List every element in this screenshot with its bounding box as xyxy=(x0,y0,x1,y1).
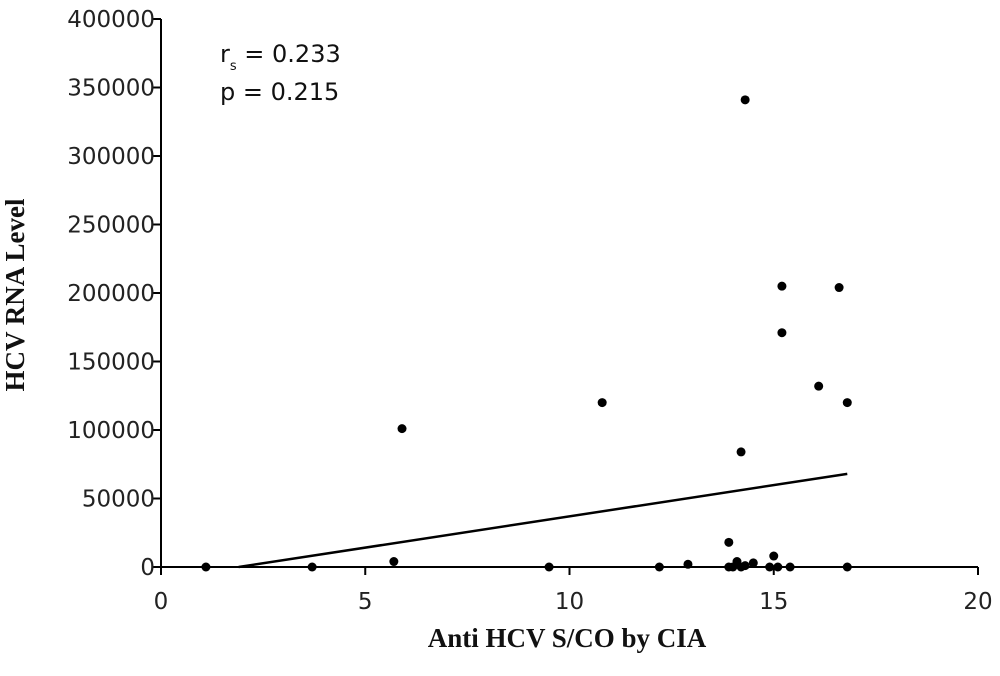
data-point xyxy=(683,559,693,569)
data-point xyxy=(769,551,779,561)
data-point xyxy=(736,447,746,457)
data-point xyxy=(724,537,734,547)
y-tick-label: 50000 xyxy=(82,487,155,513)
data-point xyxy=(842,562,852,572)
data-point xyxy=(748,558,758,568)
data-point xyxy=(814,381,824,391)
y-axis-title: HCV RNA Level xyxy=(0,198,30,391)
x-tick-label: 5 xyxy=(358,589,373,615)
data-point xyxy=(597,398,607,408)
data-point xyxy=(777,328,787,338)
data-point xyxy=(544,562,554,572)
trend-line-group xyxy=(238,472,848,569)
data-point xyxy=(773,562,783,572)
rs-annotation: rs = 0.233 xyxy=(220,40,341,74)
y-tick-label: 250000 xyxy=(67,213,155,239)
y-tick-label: 300000 xyxy=(67,144,155,170)
data-point xyxy=(785,562,795,572)
data-point xyxy=(654,562,664,572)
data-point xyxy=(389,557,399,567)
axes xyxy=(153,18,979,575)
data-point xyxy=(201,562,211,572)
data-point xyxy=(842,398,852,408)
y-tick-label: 100000 xyxy=(67,418,155,444)
x-axis-title: Anti HCV S/CO by CIA xyxy=(428,623,707,653)
x-tick-label: 0 xyxy=(154,589,169,615)
data-point xyxy=(765,562,775,572)
data-point xyxy=(307,562,317,572)
x-tick-label: 15 xyxy=(759,589,788,615)
y-tick-label: 150000 xyxy=(67,350,155,376)
data-point xyxy=(777,281,787,291)
data-points xyxy=(201,95,852,572)
y-tick-label: 200000 xyxy=(67,281,155,307)
data-point xyxy=(740,95,750,105)
y-tick-label: 400000 xyxy=(67,7,155,33)
trend-line xyxy=(238,472,848,569)
y-tick-label: 0 xyxy=(140,555,155,581)
data-point xyxy=(740,561,750,571)
x-tick-label: 20 xyxy=(963,589,992,615)
tick-labels: 0 50000 100000 150000 200000 250000 300000 3500… xyxy=(67,7,992,615)
p-value-annotation: p = 0.215 xyxy=(220,78,339,106)
data-point xyxy=(397,424,407,434)
y-tick-label: 350000 xyxy=(67,76,155,102)
x-tick-label: 10 xyxy=(555,589,584,615)
data-point xyxy=(834,283,844,293)
